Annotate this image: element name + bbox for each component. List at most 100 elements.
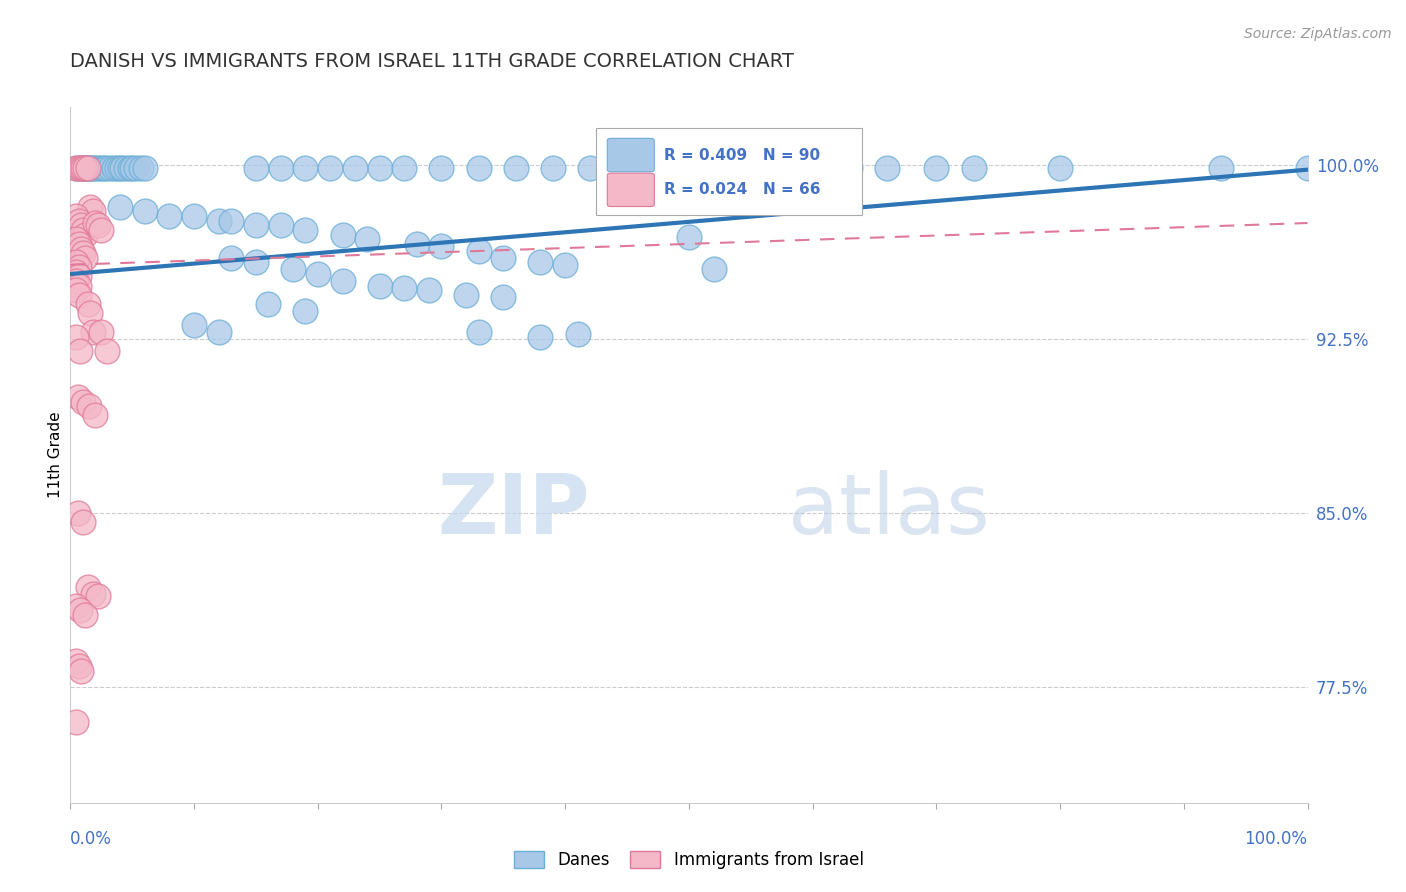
Point [343, 161, 366, 176]
Point [65, 209, 87, 223]
Legend: Danes, Immigrants from Israel: Danes, Immigrants from Israel [509, 847, 869, 874]
Point [134, 161, 156, 176]
Point [294, 223, 316, 237]
Point [307, 267, 329, 281]
Point [108, 200, 131, 214]
Point [90, 325, 112, 339]
Point [67, 161, 90, 176]
Point [72, 161, 94, 176]
Point [529, 329, 551, 343]
Point [67, 659, 90, 673]
Point [70, 219, 93, 233]
Point [72, 246, 94, 260]
Point [79, 306, 101, 320]
Point [76, 161, 98, 176]
Point [703, 262, 725, 277]
Text: ZIP: ZIP [437, 470, 591, 551]
Point [67, 278, 90, 293]
Point [294, 304, 316, 318]
Point [96, 343, 118, 358]
Y-axis label: 11th Grade: 11th Grade [48, 411, 63, 499]
Point [65, 654, 87, 668]
Point [65, 255, 87, 269]
Point [67, 269, 90, 284]
Point [69, 343, 91, 358]
Point [529, 255, 551, 269]
Point [72, 223, 94, 237]
Text: R = 0.024   N = 66: R = 0.024 N = 66 [664, 182, 821, 197]
Point [66, 506, 89, 520]
Point [65, 599, 87, 613]
Point [75, 607, 97, 622]
Point [65, 329, 87, 343]
Point [111, 161, 134, 176]
Point [257, 297, 280, 311]
Point [134, 204, 156, 219]
Point [541, 161, 564, 176]
Point [65, 161, 87, 176]
Point [70, 242, 93, 256]
Point [90, 161, 112, 176]
Point [67, 260, 90, 274]
Point [76, 580, 98, 594]
Point [75, 251, 97, 265]
Point [86, 161, 108, 176]
Point [678, 230, 700, 244]
Point [467, 244, 489, 258]
Text: atlas: atlas [787, 470, 990, 551]
Point [96, 161, 118, 176]
Point [121, 161, 143, 176]
FancyBboxPatch shape [607, 138, 654, 172]
Point [93, 161, 115, 176]
Point [505, 161, 527, 176]
Point [90, 223, 112, 237]
Point [98, 161, 121, 176]
Point [467, 161, 489, 176]
Point [245, 161, 267, 176]
Point [65, 283, 87, 297]
Point [270, 219, 292, 233]
Point [84, 409, 107, 423]
Point [962, 161, 984, 176]
Point [319, 161, 342, 176]
Point [115, 161, 138, 176]
Point [281, 262, 304, 277]
Point [79, 161, 101, 176]
Text: 100.0%: 100.0% [1244, 830, 1308, 847]
Point [1049, 161, 1071, 176]
Point [219, 251, 242, 265]
Point [82, 161, 104, 176]
Point [430, 161, 453, 176]
Point [67, 213, 90, 227]
Point [356, 232, 378, 246]
Point [77, 161, 100, 176]
Point [75, 161, 97, 176]
Point [183, 318, 205, 332]
Point [394, 161, 416, 176]
Point [838, 161, 860, 176]
Point [69, 603, 91, 617]
Point [801, 161, 824, 176]
Point [456, 288, 478, 302]
Point [76, 297, 98, 311]
Point [72, 515, 94, 529]
Text: DANISH VS IMMIGRANTS FROM ISRAEL 11TH GRADE CORRELATION CHART: DANISH VS IMMIGRANTS FROM ISRAEL 11TH GR… [70, 53, 794, 71]
Point [368, 278, 391, 293]
Point [65, 274, 87, 288]
Text: Source: ZipAtlas.com: Source: ZipAtlas.com [1244, 27, 1392, 41]
Point [492, 290, 515, 304]
Point [332, 227, 354, 242]
Point [368, 161, 391, 176]
Point [65, 232, 87, 246]
Point [118, 161, 141, 176]
Point [79, 200, 101, 214]
Point [270, 161, 292, 176]
Point [70, 664, 93, 678]
Point [208, 213, 231, 227]
Point [183, 209, 205, 223]
Point [567, 327, 589, 342]
Point [82, 325, 104, 339]
Point [76, 161, 98, 176]
Point [75, 227, 97, 242]
Point [103, 161, 125, 176]
